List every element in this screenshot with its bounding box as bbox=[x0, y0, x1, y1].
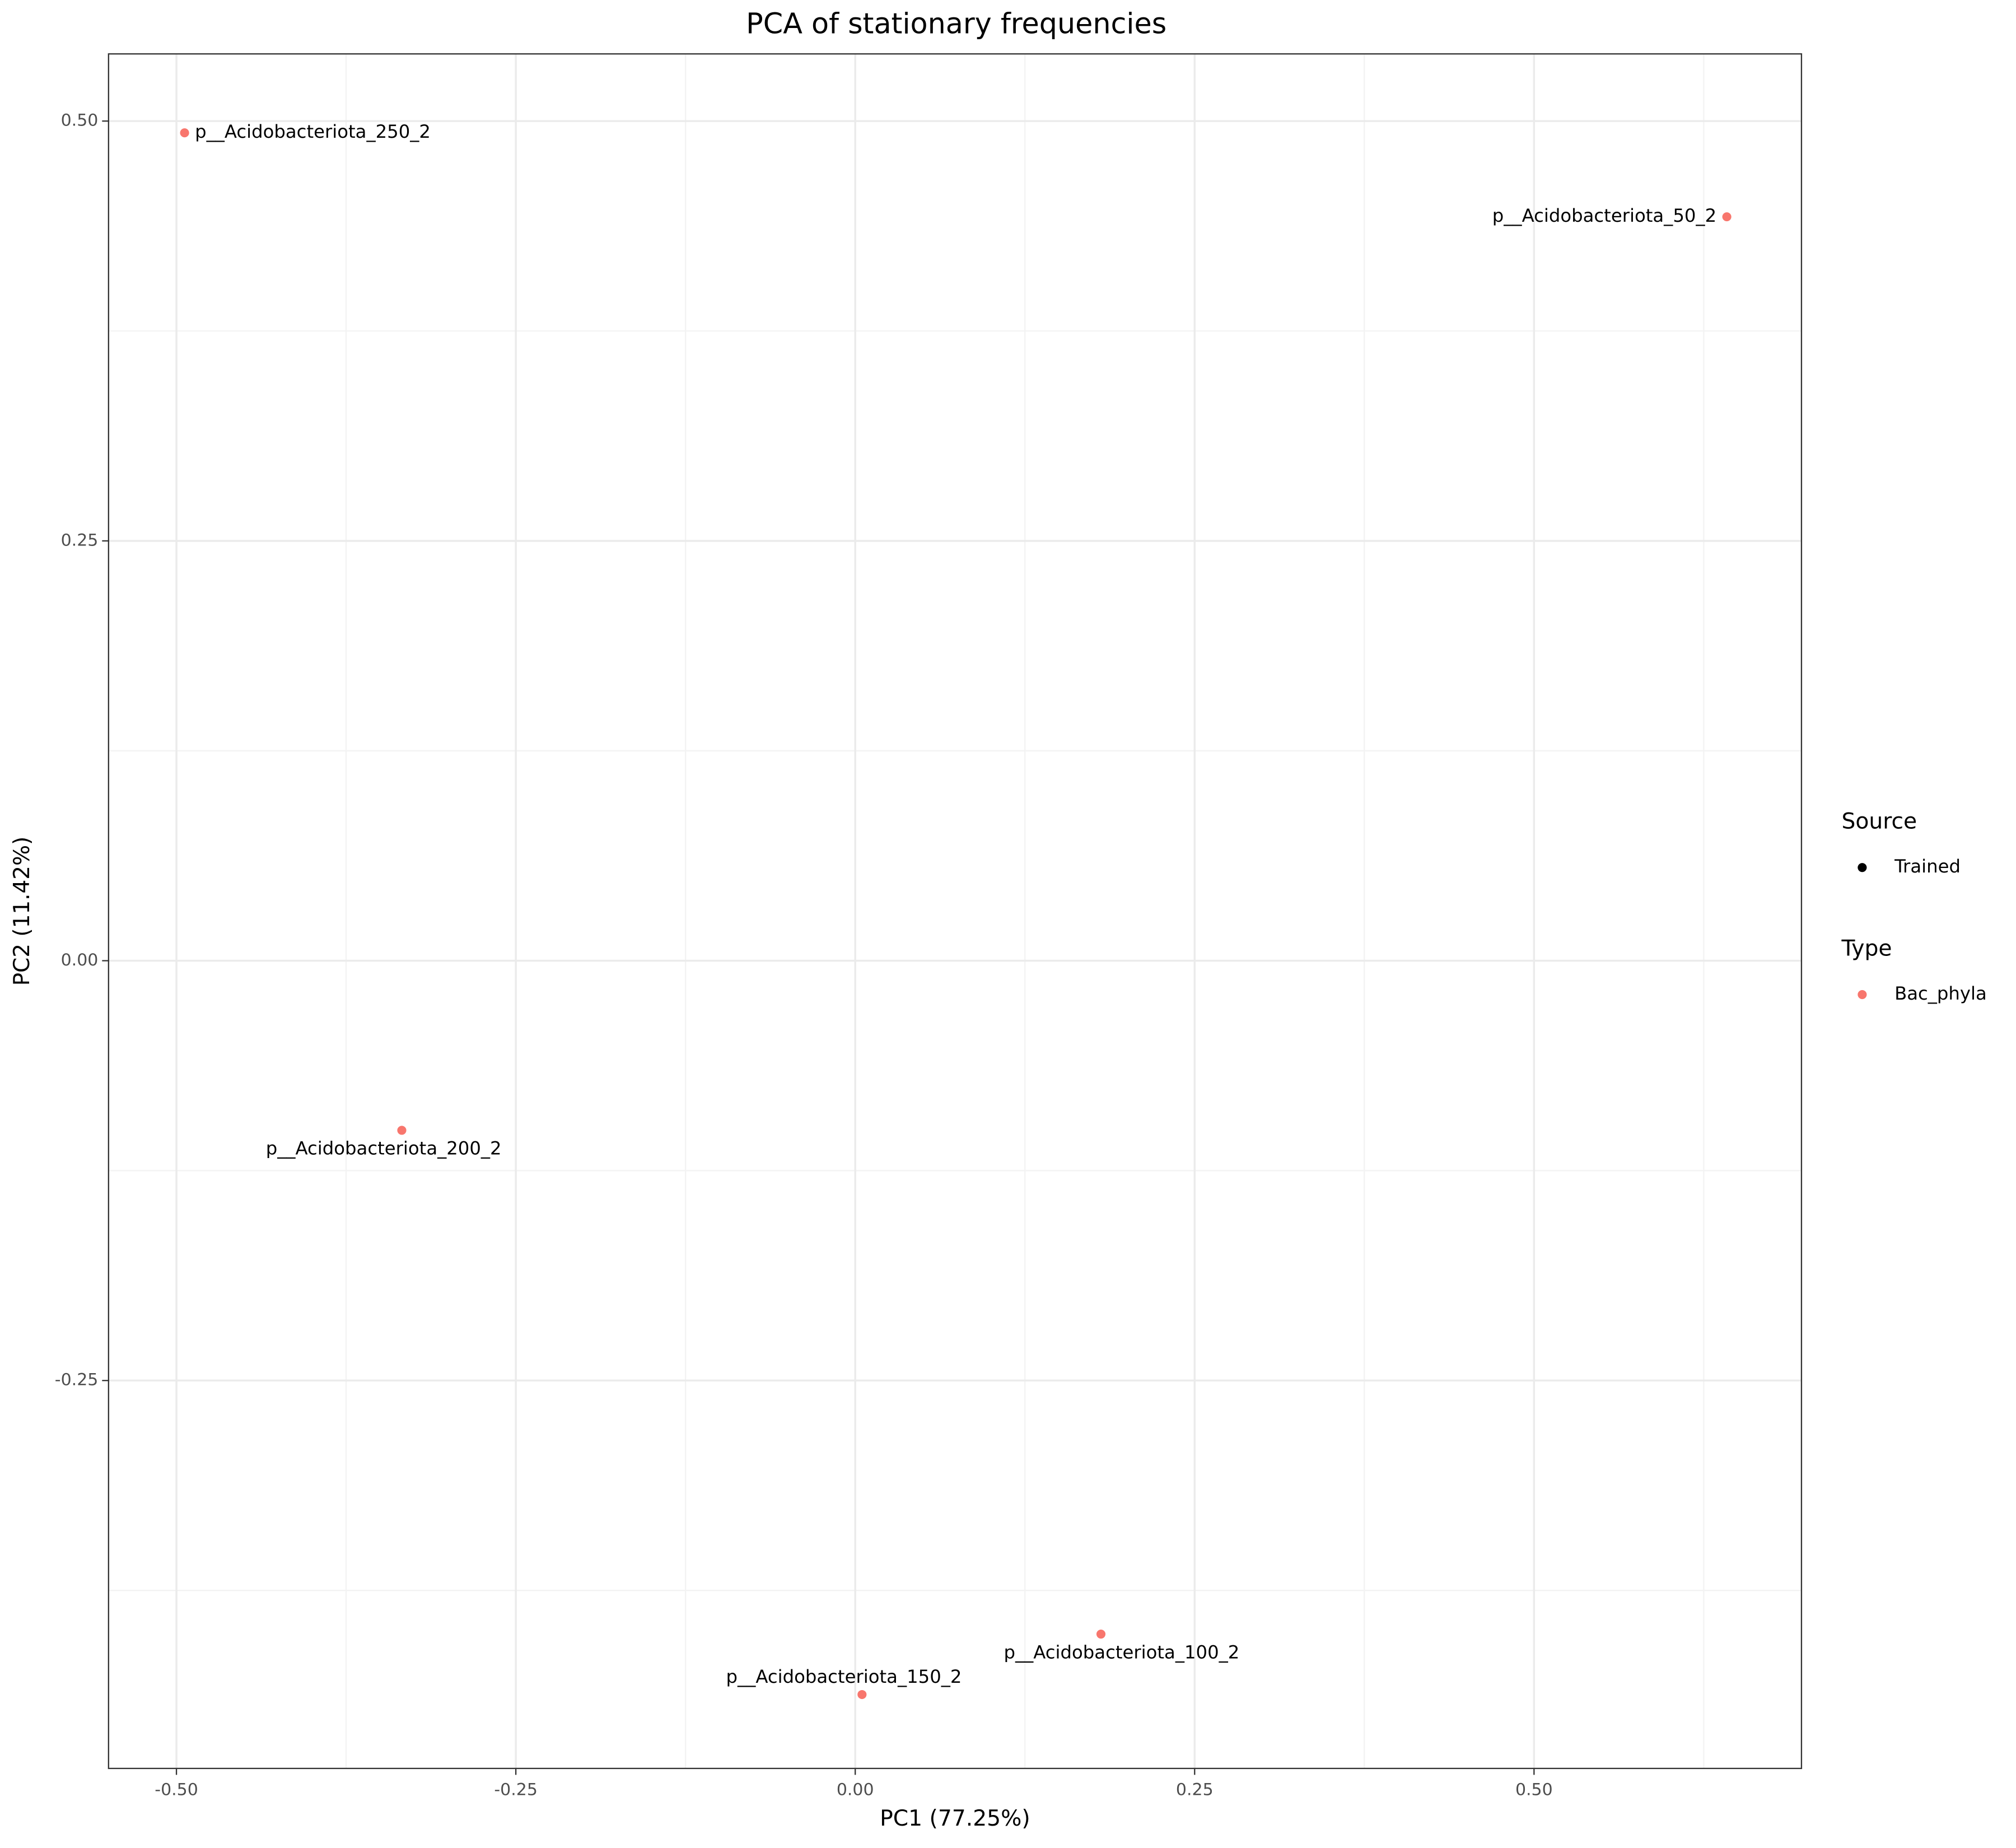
point bbox=[180, 128, 189, 138]
legend-label: Bac_phyla bbox=[1894, 983, 1987, 1004]
plot-border bbox=[108, 53, 1803, 1770]
point-label: p__Acidobacteriota_250_2 bbox=[195, 121, 431, 142]
y-tick-label: 0.25 bbox=[61, 530, 99, 550]
point-label: p__Acidobacteriota_100_2 bbox=[1004, 1641, 1239, 1663]
point bbox=[857, 1690, 867, 1699]
chart-title: PCA of stationary frequencies bbox=[746, 7, 1166, 40]
x-tick-label: -0.50 bbox=[155, 1780, 198, 1799]
x-tick-label: 0.25 bbox=[1176, 1780, 1214, 1799]
point bbox=[1722, 212, 1732, 222]
legend-key bbox=[1858, 863, 1867, 872]
legend-title: Type bbox=[1841, 936, 1892, 961]
legend-label: Trained bbox=[1894, 856, 1961, 877]
point-label: p__Acidobacteriota_50_2 bbox=[1492, 205, 1716, 226]
x-axis-title: PC1 (77.25%) bbox=[880, 1806, 1030, 1831]
y-tick-label: -0.25 bbox=[55, 1370, 99, 1390]
point bbox=[397, 1126, 407, 1135]
y-tick-label: 0.00 bbox=[61, 950, 99, 970]
x-tick-label: 0.50 bbox=[1515, 1780, 1553, 1799]
x-tick-label: -0.25 bbox=[494, 1780, 538, 1799]
legend-key bbox=[1858, 990, 1867, 1000]
point-label: p__Acidobacteriota_150_2 bbox=[726, 1666, 962, 1687]
point bbox=[1096, 1630, 1106, 1639]
point-label: p__Acidobacteriota_200_2 bbox=[266, 1138, 502, 1159]
legend-title: Source bbox=[1841, 809, 1917, 834]
x-tick-label: 0.00 bbox=[837, 1780, 874, 1799]
y-axis-title: PC2 (11.42%) bbox=[10, 837, 35, 986]
y-tick-label: 0.50 bbox=[61, 111, 99, 130]
